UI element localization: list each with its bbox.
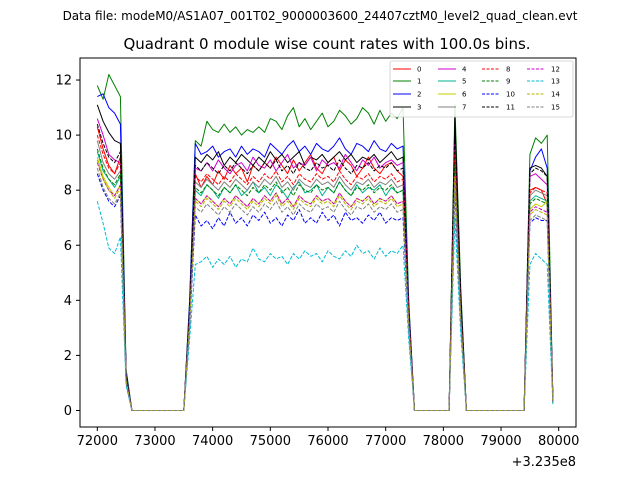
legend-label-4: 4 bbox=[462, 66, 467, 74]
y-tick-label: 8 bbox=[64, 184, 72, 199]
legend-label-2: 2 bbox=[417, 91, 421, 99]
y-tick-label: 2 bbox=[64, 349, 72, 364]
x-tick-label: 80000 bbox=[538, 434, 579, 449]
legend-box bbox=[389, 60, 574, 118]
legend-label-6: 6 bbox=[462, 91, 467, 99]
y-tick-label: 12 bbox=[55, 74, 72, 89]
x-tick-label: 74000 bbox=[192, 434, 233, 449]
legend-label-10: 10 bbox=[506, 91, 515, 99]
y-axis: 0 2 4 6 8 10 12 bbox=[55, 74, 80, 419]
legend-label-3: 3 bbox=[417, 104, 421, 112]
plot-area bbox=[80, 58, 576, 427]
y-tick-label: 6 bbox=[64, 239, 72, 254]
series-line-14 bbox=[96, 159, 554, 411]
x-tick-label: 78000 bbox=[423, 434, 464, 449]
legend-label-15: 15 bbox=[551, 104, 560, 112]
series-line-15 bbox=[96, 167, 554, 411]
legend-label-0: 0 bbox=[417, 66, 421, 74]
x-axis: 72000 73000 74000 75000 76000 77000 78000 79000… bbox=[77, 427, 579, 449]
legend-label-12: 12 bbox=[551, 66, 560, 74]
legend-label-1: 1 bbox=[417, 78, 421, 86]
legend-label-9: 9 bbox=[506, 78, 510, 86]
x-tick-label: 76000 bbox=[307, 434, 348, 449]
x-tick-label: 73000 bbox=[134, 434, 175, 449]
x-tick-label: 75000 bbox=[250, 434, 291, 449]
figure-suptitle: Data file: modeM0/AS1A07_001T02_90000036… bbox=[63, 9, 578, 23]
x-tick-label: 79000 bbox=[480, 434, 521, 449]
legend-label-7: 7 bbox=[462, 104, 466, 112]
legend-label-14: 14 bbox=[551, 91, 560, 99]
legend-label-8: 8 bbox=[506, 66, 510, 74]
chart-title: Quadrant 0 module wise count rates with … bbox=[123, 35, 530, 53]
y-tick-label: 10 bbox=[55, 129, 72, 144]
x-offset-text: +3.235e8 bbox=[512, 455, 576, 470]
x-tick-label: 77000 bbox=[365, 434, 406, 449]
legend-label-11: 11 bbox=[506, 104, 515, 112]
legend-label-13: 13 bbox=[551, 78, 560, 86]
series-layer bbox=[96, 74, 554, 411]
y-tick-label: 0 bbox=[64, 404, 72, 419]
y-tick-label: 4 bbox=[64, 294, 72, 309]
legend-label-5: 5 bbox=[462, 78, 466, 86]
axes-background bbox=[80, 58, 576, 427]
x-tick-label: 72000 bbox=[77, 434, 118, 449]
